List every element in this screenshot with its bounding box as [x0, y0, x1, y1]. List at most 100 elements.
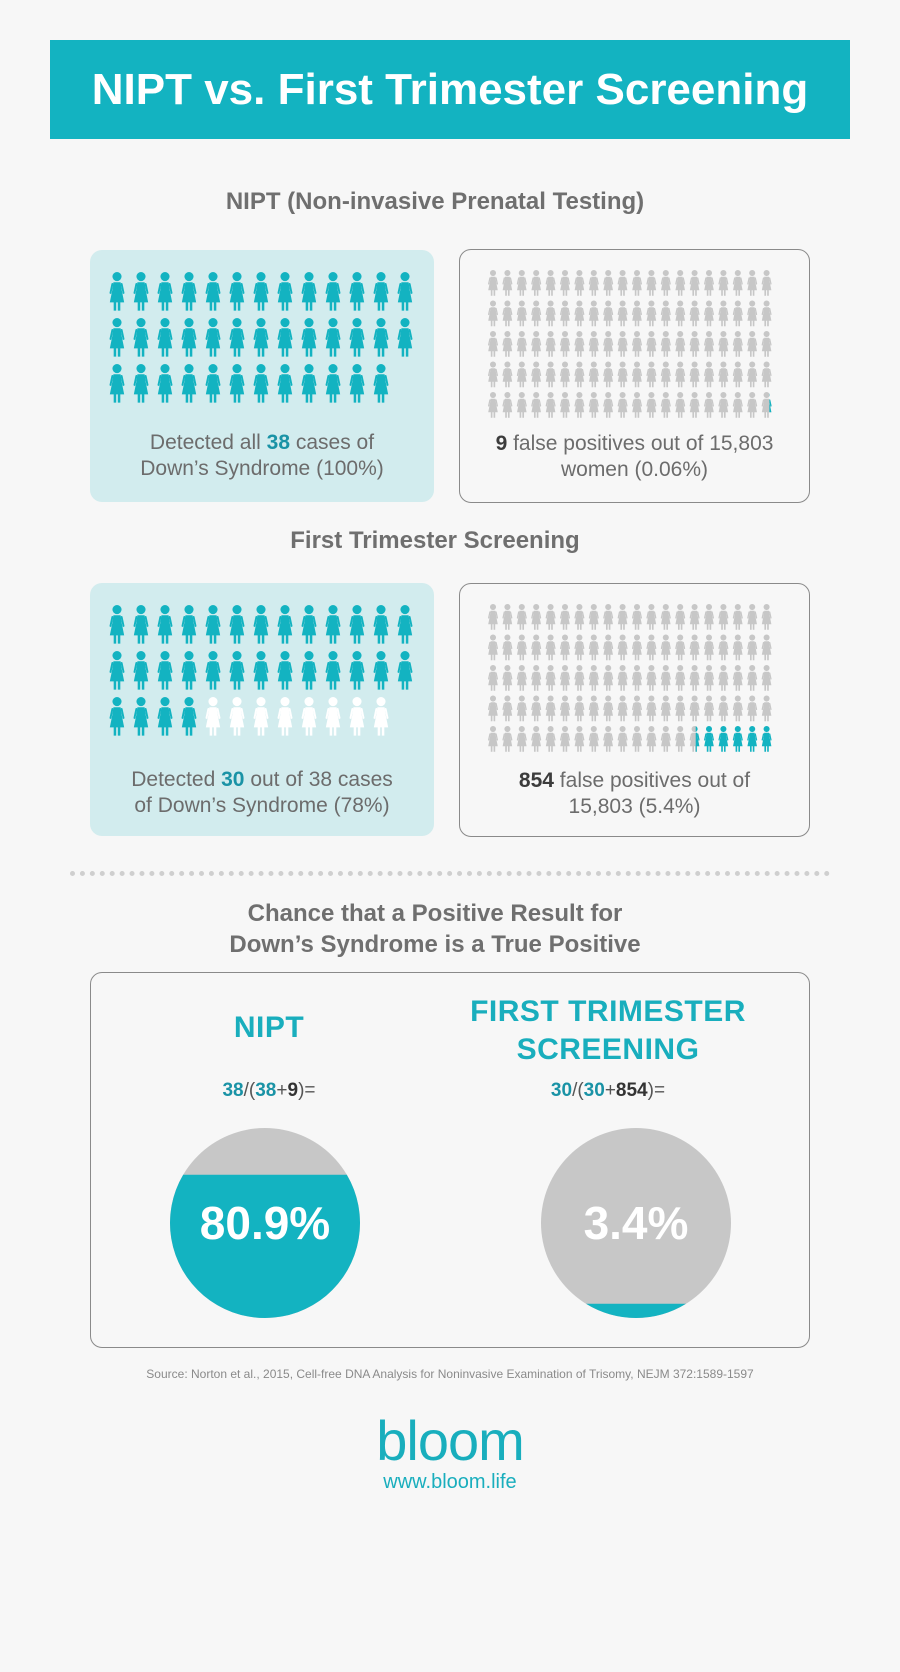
woman-figure-icon — [718, 604, 729, 630]
formula-close: )= — [647, 1080, 666, 1101]
woman-figure-icon — [704, 392, 714, 418]
woman-figure-icon — [632, 331, 642, 357]
woman-figure-icon — [502, 665, 513, 691]
woman-figure-icon — [229, 697, 245, 736]
woman-figure-icon — [617, 300, 628, 327]
woman-figure-icon — [349, 272, 365, 311]
woman-figure-icon — [325, 651, 341, 690]
woman-figure-icon — [109, 272, 125, 311]
woman-figure-icon — [704, 726, 714, 752]
fts-detection-pictograph — [109, 605, 413, 736]
woman-figure-icon — [732, 361, 743, 388]
woman-figure-icon — [617, 695, 628, 722]
woman-figure-icon — [109, 605, 125, 644]
woman-figure-icon — [253, 605, 269, 644]
caption-line2: women (0.06%) — [560, 458, 709, 481]
woman-figure-icon — [603, 270, 614, 296]
woman-figure-icon — [603, 665, 614, 691]
formula-slash: /( — [243, 1080, 256, 1101]
woman-figure-icon — [301, 364, 317, 403]
woman-figure-icon — [761, 392, 772, 418]
woman-figure-icon — [632, 634, 642, 661]
woman-figure-icon — [574, 604, 585, 630]
woman-figure-icon — [133, 318, 149, 357]
formula-plus: + — [276, 1080, 288, 1101]
woman-figure-icon — [732, 300, 743, 327]
woman-figure-icon — [675, 726, 686, 752]
woman-figure-icon — [545, 695, 556, 722]
fts-ppv-title-line2: SCREENING — [516, 1033, 700, 1066]
woman-figure-icon — [229, 318, 245, 357]
woman-figure-icon — [205, 364, 221, 403]
caption-line2: 15,803 (5.4%) — [568, 795, 701, 818]
woman-figure-icon — [704, 665, 714, 691]
source-note: Source: Norton et al., 2015, Cell-free D… — [146, 1367, 754, 1381]
woman-figure-icon — [301, 651, 317, 690]
woman-figure-icon — [646, 634, 657, 661]
woman-figure-icon — [675, 270, 686, 296]
woman-figure-icon — [545, 634, 556, 661]
woman-figure-icon — [157, 651, 173, 690]
woman-figure-icon — [133, 364, 149, 403]
woman-figure-icon — [560, 665, 570, 691]
woman-figure-icon — [574, 331, 585, 357]
woman-figure-icon — [588, 361, 599, 388]
woman-figure-icon — [603, 634, 614, 661]
woman-figure-icon — [718, 634, 729, 661]
woman-figure-icon — [488, 331, 498, 357]
fts-detection-caption: Detected 30 out of 38 cases of Down’s Sy… — [90, 767, 434, 819]
woman-figure-icon — [545, 300, 556, 327]
woman-figure-icon — [253, 651, 269, 690]
woman-figure-icon — [617, 392, 628, 418]
woman-figure-icon — [761, 361, 772, 388]
woman-figure-icon — [488, 726, 498, 752]
woman-figure-icon — [732, 726, 743, 752]
woman-figure-icon — [603, 331, 614, 357]
woman-figure-icon — [253, 318, 269, 357]
woman-figure-icon — [488, 361, 498, 388]
woman-figure-icon — [574, 695, 585, 722]
woman-figure-icon — [373, 318, 389, 357]
woman-figure-icon — [560, 695, 570, 722]
woman-figure-icon — [646, 270, 657, 296]
formula-close: )= — [298, 1080, 316, 1101]
woman-figure-icon — [560, 300, 570, 327]
woman-figure-icon — [761, 634, 772, 661]
fts-ppv-title: FIRST TRIMESTER SCREENING — [458, 993, 758, 1069]
woman-figure-icon — [747, 726, 758, 752]
woman-figure-icon — [488, 392, 498, 418]
woman-figure-icon — [109, 318, 125, 357]
formula-fp: 9 — [287, 1080, 299, 1101]
woman-figure-icon — [560, 634, 570, 661]
woman-figure-icon — [588, 270, 599, 296]
woman-figure-icon — [516, 604, 527, 630]
woman-figure-icon — [157, 605, 173, 644]
woman-figure-icon — [603, 392, 614, 418]
fts-detection-panel: Detected 30 out of 38 cases of Down’s Sy… — [90, 583, 434, 836]
woman-figure-icon — [718, 270, 729, 296]
formula-fp: 854 — [615, 1080, 648, 1101]
woman-figure-icon — [229, 605, 245, 644]
woman-figure-icon — [732, 331, 743, 357]
ppv-heading-line1: Chance that a Positive Result for — [247, 900, 623, 927]
nipt-ppv-title-line1: NIPT — [233, 1011, 305, 1044]
nipt-false-positive-caption: 9 false positives out of 15,803 women (0… — [460, 431, 809, 483]
woman-figure-icon — [325, 605, 341, 644]
woman-figure-icon — [747, 634, 758, 661]
woman-figure-icon — [689, 665, 700, 691]
woman-figure-icon — [157, 697, 173, 736]
woman-figure-icon — [718, 331, 729, 357]
woman-figure-icon — [660, 634, 671, 661]
woman-figure-icon — [502, 361, 513, 388]
woman-figure-icon — [617, 604, 628, 630]
woman-figure-icon — [325, 364, 341, 403]
fts-ppv-pie: 3.4% — [541, 1128, 731, 1318]
woman-figure-icon — [646, 695, 657, 722]
woman-figure-icon — [660, 300, 671, 327]
fts-false-positive-pictograph — [488, 604, 772, 752]
formula-tp: 30 — [550, 1080, 573, 1101]
woman-figure-icon — [516, 634, 527, 661]
woman-figure-icon — [704, 604, 714, 630]
woman-figure-icon — [516, 392, 527, 418]
woman-figure-icon — [632, 665, 642, 691]
